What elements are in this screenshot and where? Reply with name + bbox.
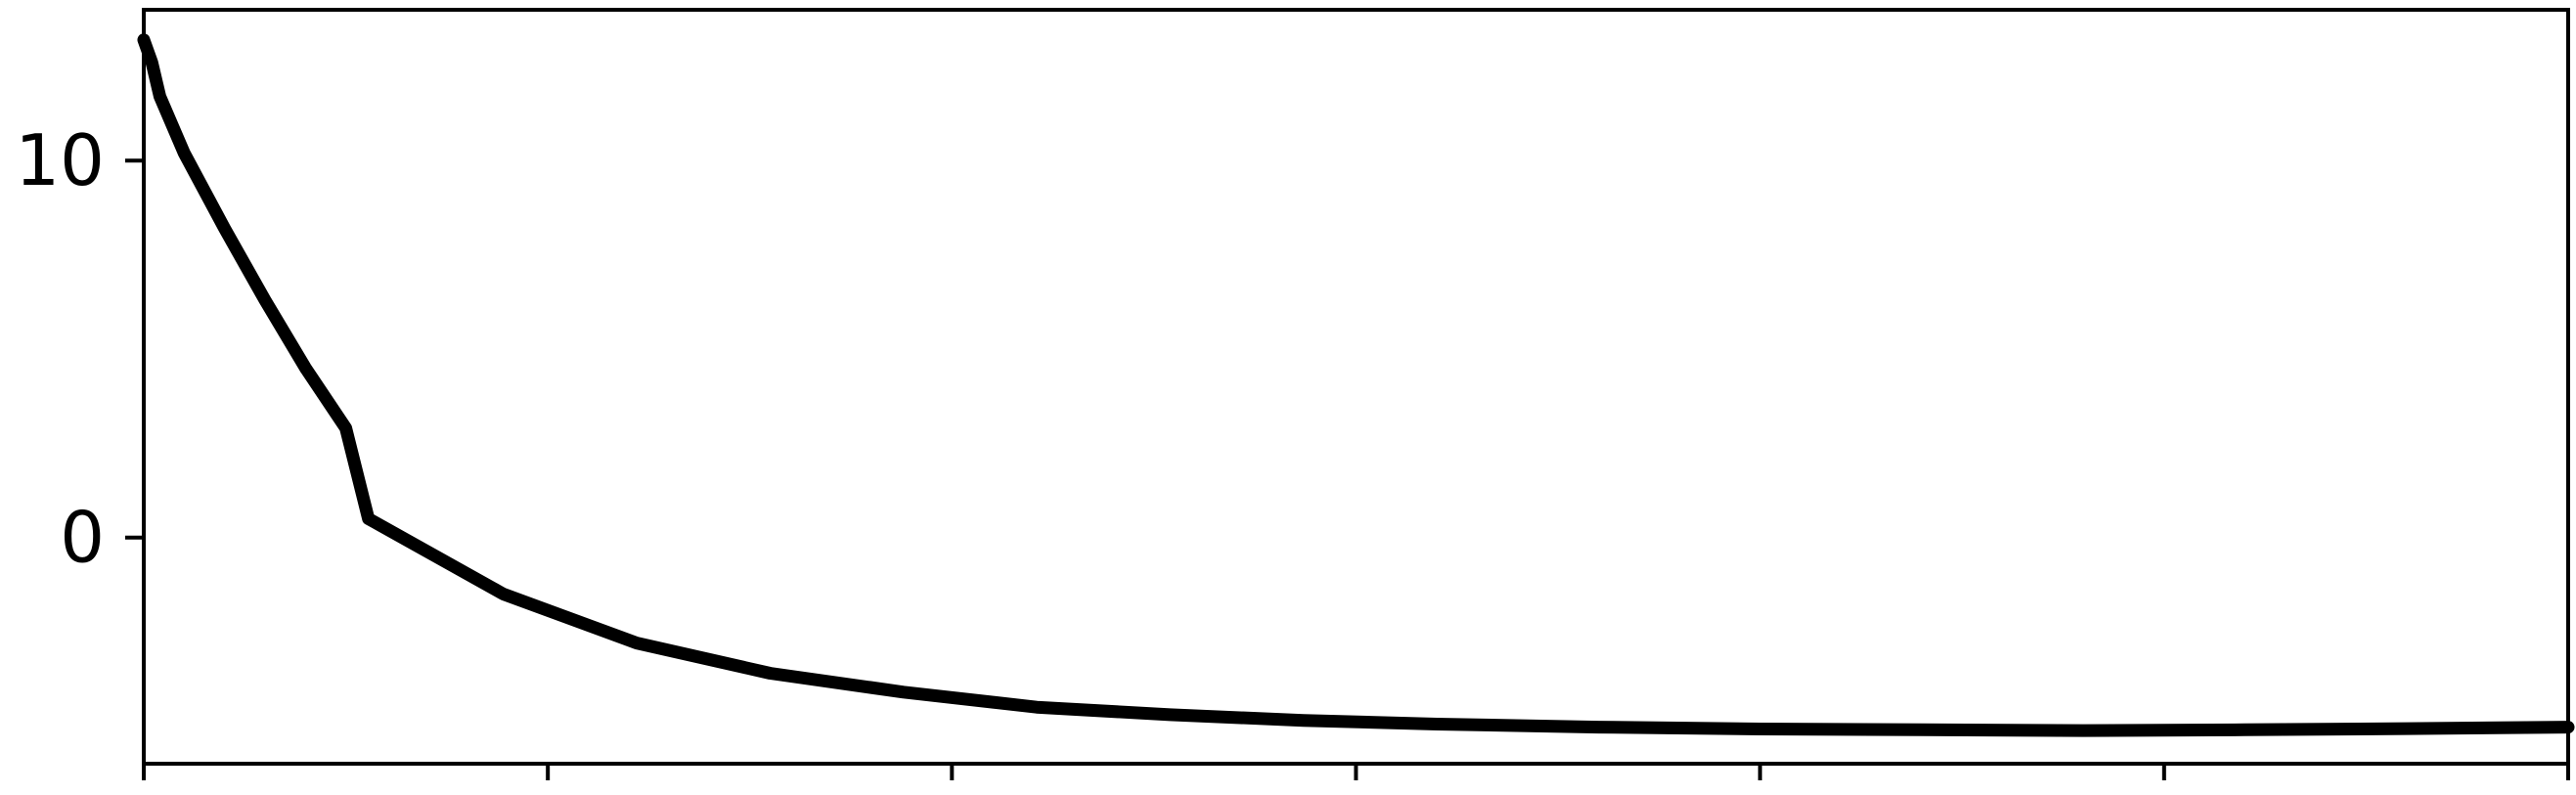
y-axis-ticks: 10 0 (15, 119, 144, 579)
x-axis-ticks (142, 764, 2570, 780)
y-tick-label: 10 (15, 119, 105, 201)
y-tick-label: 0 (60, 497, 105, 579)
series-line (137, 33, 2575, 737)
plot-frame (142, 8, 2570, 766)
